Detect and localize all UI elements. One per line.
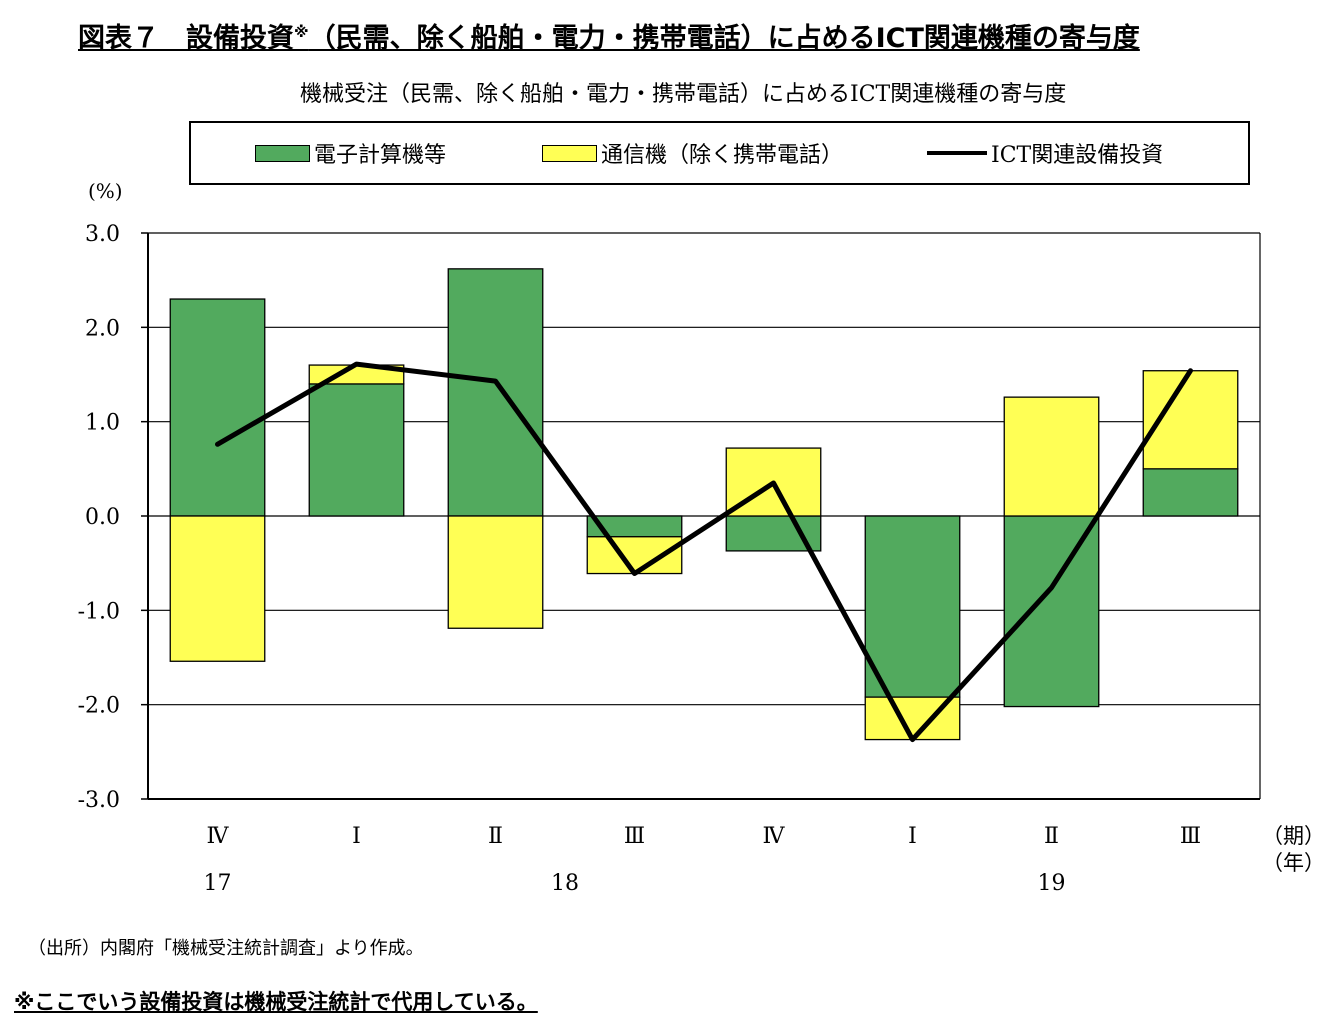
y-axis-unit: (%) (88, 179, 123, 203)
figure-title-mark: ※ (294, 23, 309, 41)
legend-swatch-telecom (542, 144, 597, 162)
bar-telecom (1003, 396, 1100, 517)
bar-computer (864, 515, 961, 698)
y-tick-label: 0.0 (85, 505, 120, 530)
ict-line (215, 361, 1193, 743)
source-note: （出所）内閣府「機械受注統計調査」より作成。 (28, 938, 424, 959)
legend-swatch-computer (255, 144, 310, 162)
legend-item-telecom: 通信機（除く携帯電話） (542, 139, 844, 168)
legend-label-ict: ICT関連設備投資 (991, 143, 1164, 168)
year-label: 17 (204, 871, 232, 896)
y-tick-label: 2.0 (85, 316, 120, 341)
chart-title: 機械受注（民需、除く船舶・電力・携帯電話）に占めるICT関連機種の寄与度 (300, 82, 1067, 107)
legend-label-computer: 電子計算機等 (314, 143, 447, 168)
year-label: 19 (1038, 871, 1066, 896)
x-tick-label: Ⅲ (1180, 824, 1201, 849)
x-tick-label: Ⅱ (488, 824, 503, 849)
bar-computer (447, 268, 544, 517)
chart-svg: 3.0 2.0 1.0 0.0 -1.0 -2.0 -3.0 Ⅳ Ⅰ Ⅱ Ⅲ Ⅳ Ⅰ Ⅱ Ⅲ 17 18 19 （期… (78, 222, 1318, 896)
y-tick-label: -2.0 (78, 694, 120, 719)
figure-title-rest: （民需、除く船舶・電力・携帯電話）に占めるICT関連機種の寄与度 (308, 23, 1140, 54)
x-tick-label: Ⅳ (763, 824, 786, 849)
bar-telecom (447, 515, 544, 629)
bar-telecom (169, 515, 266, 662)
x-axis-year-label: （年） (1262, 851, 1318, 875)
bar-telecom (586, 536, 683, 575)
year-label: 18 (551, 871, 579, 896)
bar-computer (169, 298, 266, 517)
x-tick-label: Ⅳ (207, 824, 230, 849)
y-tick-label: -3.0 (78, 788, 120, 813)
footnote: ※ここでいう設備投資は機械受注統計で代用している。 (14, 990, 538, 1014)
x-tick-label: Ⅰ (908, 824, 917, 849)
x-tick-label: Ⅲ (624, 824, 645, 849)
figure-title: 図表７ 設備投資※（民需、除く船舶・電力・携帯電話）に占めるICT関連機種の寄与… (78, 16, 1140, 55)
y-tick-label: -1.0 (78, 599, 120, 624)
legend-label-telecom: 通信機（除く携帯電話） (601, 143, 844, 168)
legend-item-ict: ICT関連設備投資 (927, 139, 1164, 168)
x-tick-label: Ⅰ (352, 824, 361, 849)
bar-computer (1003, 515, 1100, 708)
legend-item-computer: 電子計算機等 (255, 139, 447, 168)
y-tick-label: 3.0 (85, 222, 120, 247)
x-axis-period-label: （期） (1262, 824, 1318, 848)
y-tick-label: 1.0 (85, 411, 120, 436)
bar-computer (308, 383, 405, 517)
x-tick-label: Ⅱ (1044, 824, 1059, 849)
legend-line-ict (927, 151, 987, 155)
figure-title-main: 図表７ 設備投資 (78, 23, 294, 54)
legend: 電子計算機等 通信機（除く携帯電話） ICT関連設備投資 (189, 121, 1250, 185)
bar-computer (1142, 468, 1239, 517)
